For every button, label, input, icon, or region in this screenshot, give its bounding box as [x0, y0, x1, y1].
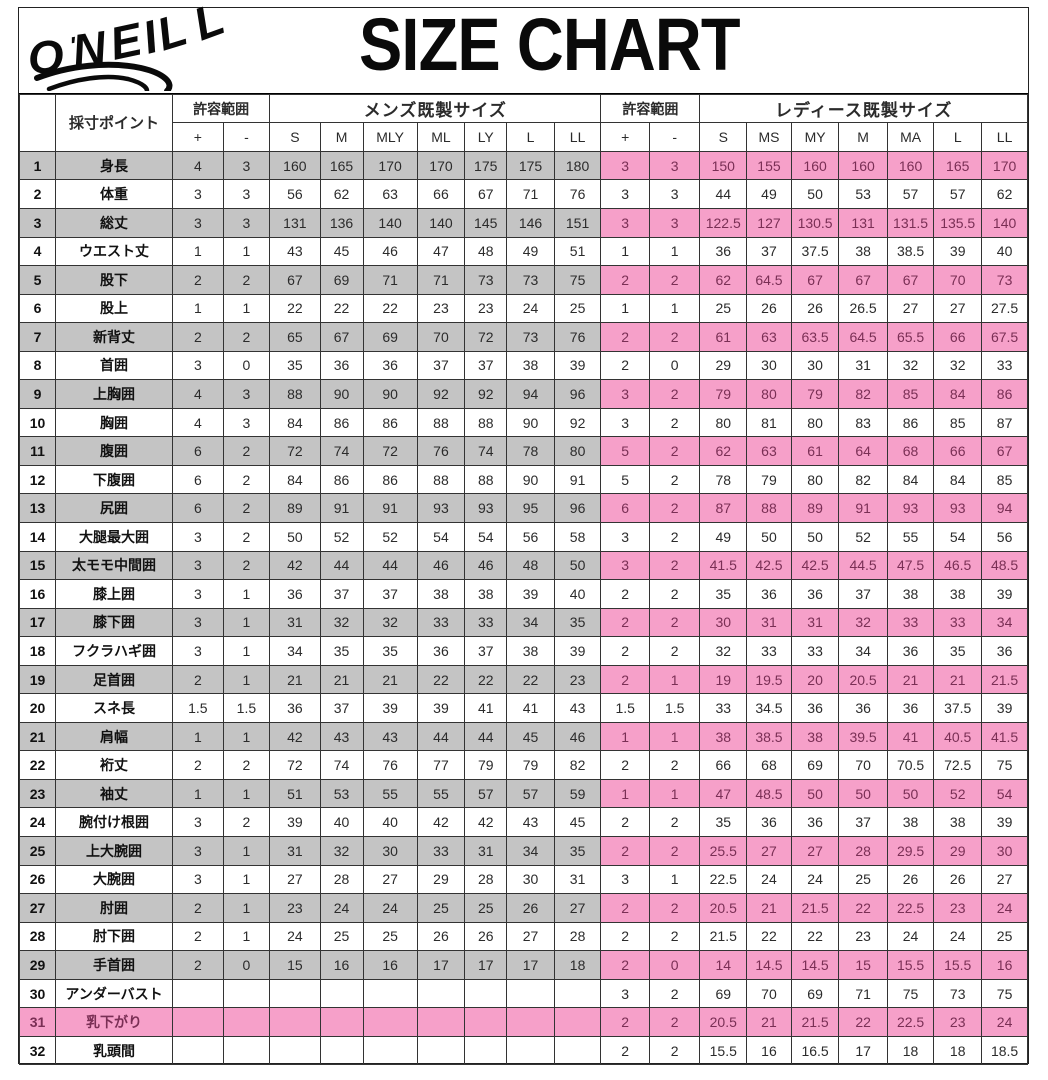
svg-text:L: L — [187, 0, 231, 50]
